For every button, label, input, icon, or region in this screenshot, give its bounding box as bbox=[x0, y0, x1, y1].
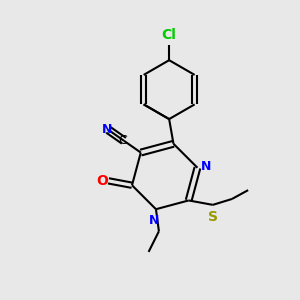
Text: O: O bbox=[96, 174, 108, 188]
Text: C: C bbox=[118, 134, 127, 147]
Text: Cl: Cl bbox=[162, 28, 177, 42]
Text: N: N bbox=[102, 123, 112, 136]
Text: N: N bbox=[149, 214, 160, 226]
Text: N: N bbox=[201, 160, 212, 173]
Text: S: S bbox=[208, 210, 218, 224]
